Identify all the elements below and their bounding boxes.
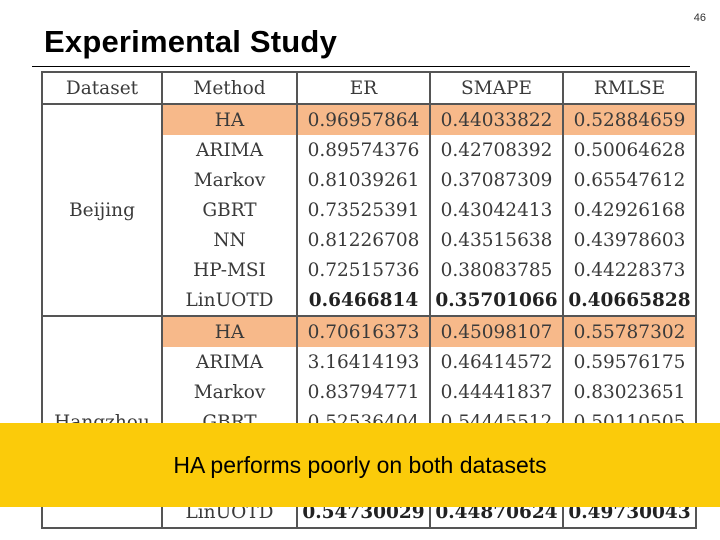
header-dataset: Dataset: [42, 72, 163, 104]
dataset-cell: Beijing: [42, 104, 163, 316]
rmlse-cell: 0.44228373: [573, 259, 686, 281]
table-row: HP-MSI 0.72515736 0.38083785 0.44228373: [42, 255, 696, 285]
method-cell: NN: [162, 225, 298, 255]
header-smape: SMAPE: [430, 72, 564, 104]
table-row: Beijing HA 0.96957864 0.44033822 0.52884659: [42, 104, 696, 316]
rmlse-cell: 0.59576175: [573, 351, 686, 373]
rmlse-cell: 0.83023651: [573, 381, 686, 403]
er-cell: 0.83794771: [297, 377, 431, 407]
method-cell: LinUOTD: [162, 285, 298, 316]
smape-cell: 0.45098107: [430, 315, 564, 347]
method-cell: GBRT: [162, 195, 298, 225]
page-number: 46: [693, 12, 706, 24]
method-cell: ARIMA: [162, 347, 298, 377]
smape-cell: 0.46414572: [430, 347, 564, 377]
method-cell: Markov: [162, 377, 298, 407]
header-rmlse: RMLSE: [593, 77, 666, 99]
smape-cell: 0.35701066: [430, 285, 564, 316]
rmlse-cell: 0.50064628: [573, 139, 686, 161]
rmlse-cell: 0.40665828: [568, 289, 691, 311]
table-row: Hangzhou HA 0.70616373 0.45098107 0.55787302: [42, 315, 696, 528]
smape-cell: 0.43515638: [430, 225, 564, 255]
rmlse-cell: 0.43978603: [573, 229, 686, 251]
table-row: ARIMA 0.89574376 0.42708392 0.50064628: [42, 135, 696, 165]
smape-cell: 0.44033822: [430, 104, 564, 135]
table-row: ARIMA 3.16414193 0.46414572 0.59576175: [42, 347, 696, 377]
er-cell: 3.16414193: [297, 347, 431, 377]
table-row: NN 0.81226708 0.43515638 0.43978603: [42, 225, 696, 255]
callout-banner: [0, 423, 720, 507]
er-cell: 0.6466814: [297, 285, 431, 316]
table-row: GBRT 0.73525391 0.43042413 0.42926168: [42, 195, 696, 225]
rmlse-cell: 0.42926168: [573, 199, 686, 221]
smape-cell: 0.42708392: [430, 135, 564, 165]
method-cell: ARIMA: [162, 135, 298, 165]
callout-text: HA performs poorly on both datasets: [173, 452, 547, 478]
er-cell: 0.72515736: [297, 255, 431, 285]
table-row: Markov 0.83794771 0.44441837 0.83023651: [42, 377, 696, 407]
er-cell: 0.70616373: [297, 315, 431, 347]
table-header-row: Dataset Method ER SMAPE RMLSE: [42, 72, 696, 104]
table-row: LinUOTD 0.6466814 0.35701066 0.40665828: [42, 285, 696, 316]
header-method: Method: [162, 72, 298, 104]
method-cell: HA: [162, 315, 298, 347]
er-cell: 0.81226708: [297, 225, 431, 255]
smape-cell: 0.44441837: [430, 377, 564, 407]
rmlse-cell: 0.65547612: [573, 169, 686, 191]
table-row: Markov 0.81039261 0.37087309 0.65547612: [42, 165, 696, 195]
smape-cell: 0.37087309: [430, 165, 564, 195]
rmlse-cell: 0.55787302: [563, 315, 696, 347]
method-cell: Markov: [162, 165, 298, 195]
slide-title: Experimental Study: [44, 24, 338, 59]
group-beijing: Beijing HA 0.96957864 0.44033822 0.52884659 A…: [42, 104, 696, 316]
title-divider: [32, 66, 690, 67]
rmlse-cell: 0.52884659: [563, 104, 696, 135]
smape-cell: 0.43042413: [430, 195, 564, 225]
er-cell: 0.89574376: [297, 135, 431, 165]
er-cell: 0.73525391: [297, 195, 431, 225]
method-cell: HA: [162, 104, 298, 135]
header-er: ER: [297, 72, 431, 104]
er-cell: 0.81039261: [297, 165, 431, 195]
method-cell: HP-MSI: [162, 255, 298, 285]
smape-cell: 0.38083785: [430, 255, 564, 285]
er-cell: 0.96957864: [297, 104, 431, 135]
